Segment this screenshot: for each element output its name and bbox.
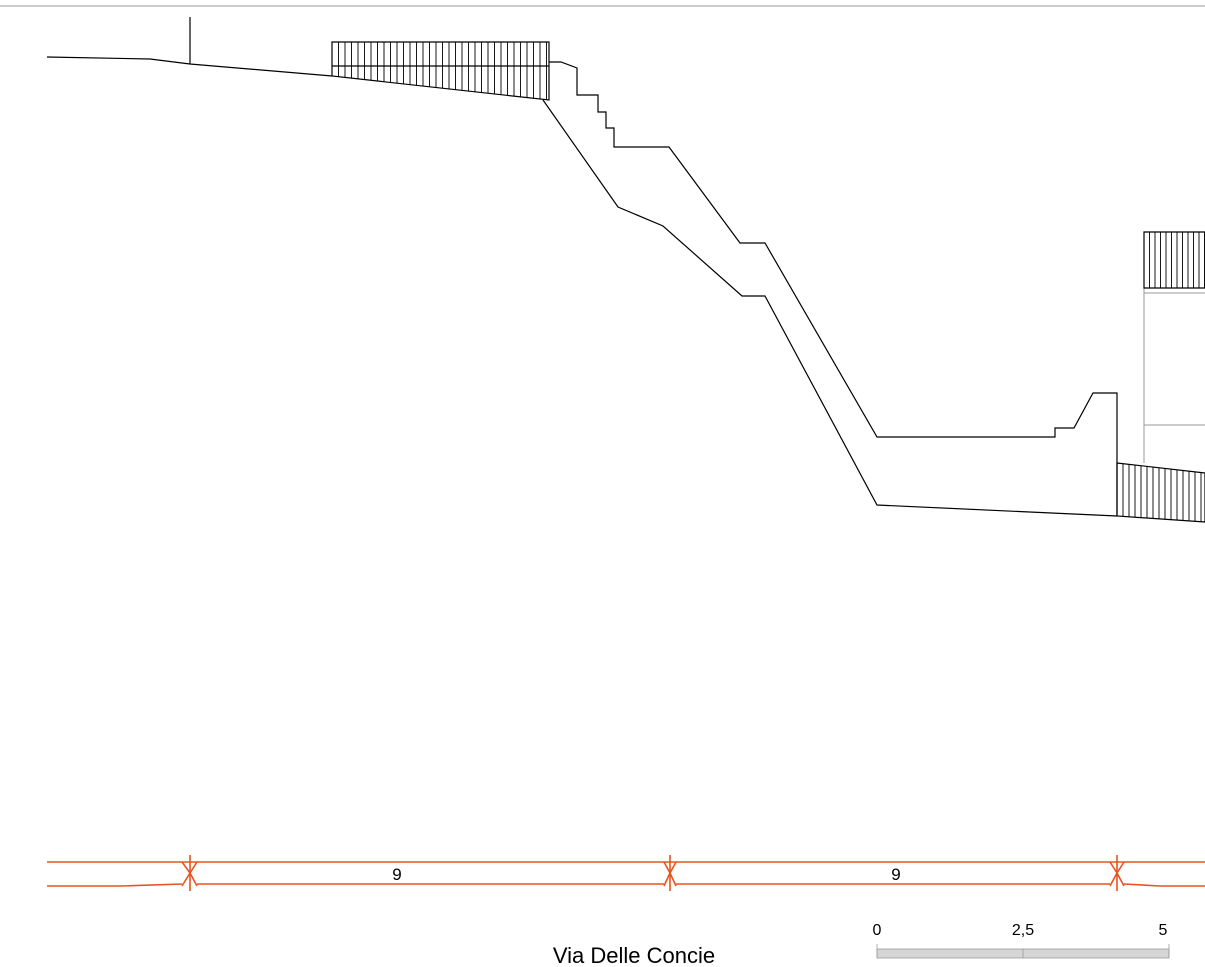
hatched-wall-left [331, 41, 550, 101]
terrain-left-profile [46, 56, 333, 77]
street-label: Via Delle Concie [553, 943, 715, 967]
lower-slope-profile [542, 99, 1118, 517]
hatched-wall-right [1116, 462, 1205, 523]
hatched-balcony-right [1143, 231, 1205, 289]
dimension-label-1: 9 [392, 865, 401, 884]
scale-label-5: 5 [1159, 922, 1168, 939]
scale-bar [876, 944, 1170, 959]
dimension-chain [47, 855, 1205, 891]
stair-profile [549, 61, 1118, 516]
scale-label-2-5: 2,5 [1012, 922, 1034, 939]
scale-label-0: 0 [873, 922, 882, 939]
building-right [1143, 231, 1205, 463]
dimension-label-2: 9 [891, 865, 900, 884]
